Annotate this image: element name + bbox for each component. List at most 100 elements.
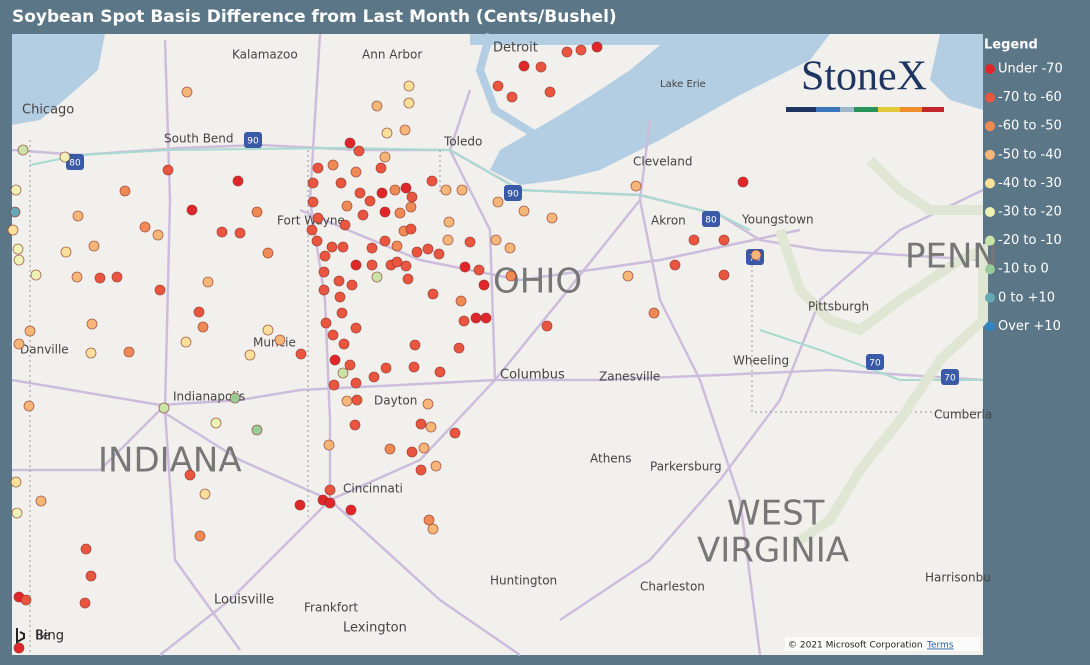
location-dot: [251, 424, 263, 436]
location-dot: [423, 514, 435, 526]
location-dot: [234, 227, 246, 239]
location-dot: [318, 266, 330, 278]
lake-michigan: [12, 34, 105, 125]
state-label: OHIO: [493, 262, 582, 302]
location-dot: [324, 497, 336, 509]
map: [11, 32, 988, 657]
location-dot: [375, 162, 387, 174]
location-dot: [85, 347, 97, 359]
location-dot: [405, 223, 417, 235]
lake-ontario: [930, 34, 983, 110]
river: [475, 32, 563, 154]
location-dot: [333, 275, 345, 287]
terms[interactable]: Terms: [926, 641, 954, 651]
location-dot: [193, 306, 205, 318]
location-dot: [344, 137, 356, 149]
legend-swatch: [985, 92, 995, 103]
location-dot: [354, 187, 366, 199]
location-dot: [575, 44, 587, 56]
location-dot: [399, 124, 411, 136]
logo-bar: [922, 107, 944, 112]
city-label: Akron: [651, 214, 686, 228]
location-dot: [368, 371, 380, 383]
location-dot: [750, 249, 762, 261]
legend-swatch: [985, 264, 995, 275]
location-dot: [111, 271, 123, 283]
location-dot: [505, 270, 517, 282]
location-dot: [181, 86, 193, 98]
location-dot: [458, 315, 470, 327]
location-dot: [346, 279, 358, 291]
location-dot: [425, 421, 437, 433]
location-dot: [262, 324, 274, 336]
location-dot: [295, 348, 307, 360]
location-dot: [327, 159, 339, 171]
location-dot: [184, 469, 196, 481]
city-label: Columbus: [500, 368, 565, 383]
location-dot: [622, 270, 634, 282]
city-label: Wheeling: [733, 354, 789, 368]
legend-swatch: [985, 207, 995, 217]
location-dot: [669, 259, 681, 271]
legend-swatch: [985, 64, 995, 74]
location-dot: [11, 507, 23, 519]
location-dot: [350, 166, 362, 178]
location-dot: [320, 317, 332, 329]
legend-label: 0 to +10: [998, 290, 1055, 305]
city-label: Cincinnati: [343, 482, 403, 496]
legend-swatch: [985, 149, 995, 160]
location-dot: [415, 418, 427, 430]
location-dot: [366, 259, 378, 271]
location-dot: [400, 182, 412, 194]
location-dot: [391, 240, 403, 252]
location-dot: [430, 460, 442, 472]
location-dot: [433, 248, 445, 260]
legend-label: -30 to -20: [998, 205, 1062, 220]
location-dot: [648, 307, 660, 319]
location-dot: [13, 254, 25, 266]
city-label: Louisville: [214, 593, 274, 608]
location-dot: [544, 86, 556, 98]
location-dot: [10, 184, 22, 196]
location-dot: [80, 543, 92, 555]
location-dot: [400, 260, 412, 272]
location-dot: [229, 392, 241, 404]
location-dot: [30, 269, 42, 281]
location-dot: [72, 210, 84, 222]
city-label: Cumberla: [934, 408, 992, 422]
legend-swatch: [985, 292, 995, 303]
location-dot: [379, 235, 391, 247]
highway-shield: [866, 354, 884, 370]
location-dot: [10, 476, 22, 488]
location-dot: [197, 321, 209, 333]
city-label: Detroit: [493, 41, 538, 56]
location-dot: [353, 145, 365, 157]
city-label: Lexington: [343, 621, 407, 636]
location-dot: [86, 318, 98, 330]
location-dot: [737, 176, 749, 188]
copyright: © 2021 Microsoft Corporation: [788, 641, 923, 651]
location-dot: [162, 164, 174, 176]
location-dot: [535, 61, 547, 73]
highway-shield: [702, 211, 720, 227]
legend: Legend Under -70 -70 to -60 -60 to -50 -50 …: [984, 38, 1063, 334]
location-dot: [341, 395, 353, 407]
location-dot: [546, 212, 558, 224]
location-dot: [210, 417, 222, 429]
location-dot: [426, 175, 438, 187]
state-label: VIRGINIA: [697, 531, 849, 571]
location-dot: [232, 175, 244, 187]
logo: StoneX: [786, 54, 944, 112]
highway-shield: [504, 185, 522, 201]
location-dot: [216, 226, 228, 238]
location-dot: [403, 80, 415, 92]
location-dot: [718, 234, 730, 246]
location-dot: [345, 504, 357, 516]
city-label: Pittsburgh: [808, 300, 869, 314]
location-dot: [415, 464, 427, 476]
location-dot: [294, 499, 306, 511]
location-dot: [199, 488, 211, 500]
legend-title: Legend: [984, 38, 1038, 53]
location-dot: [244, 349, 256, 361]
bing: Bing: [35, 629, 64, 644]
